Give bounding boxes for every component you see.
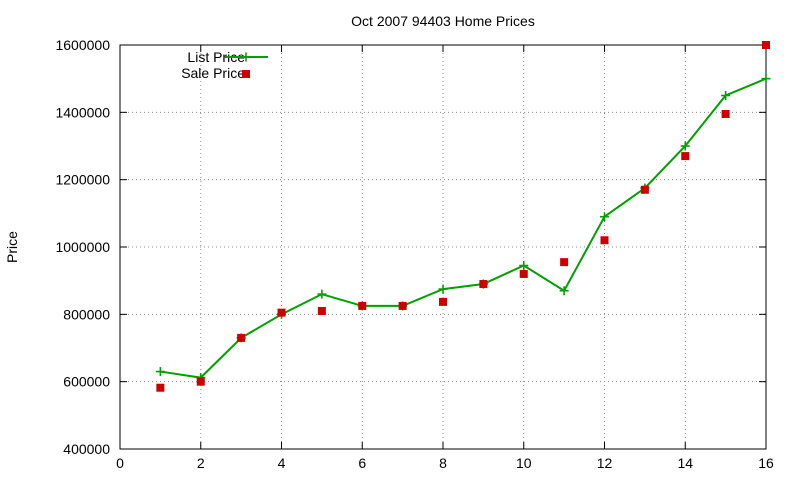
data-point	[721, 110, 730, 119]
x-tick-label: 4	[278, 455, 286, 471]
y-tick-label: 1000000	[55, 239, 110, 255]
data-point	[317, 289, 327, 299]
data-point	[479, 280, 488, 289]
legend-marker	[241, 52, 251, 62]
data-point	[277, 308, 286, 317]
data-point	[681, 152, 690, 161]
data-point	[155, 367, 165, 377]
x-tick-label: 8	[439, 455, 447, 471]
data-point	[156, 383, 165, 392]
series-list-price	[155, 74, 771, 383]
data-point	[317, 306, 326, 315]
data-point	[680, 141, 690, 151]
data-point	[600, 236, 609, 245]
legend-marker	[242, 70, 250, 78]
data-point	[519, 269, 528, 278]
data-point	[761, 74, 771, 84]
data-point	[560, 258, 569, 267]
x-tick-label: 6	[358, 455, 366, 471]
y-tick-label: 600000	[63, 374, 110, 390]
x-tick-label: 10	[516, 455, 532, 471]
x-tick-label: 0	[116, 455, 124, 471]
data-point	[600, 212, 609, 222]
data-point	[358, 301, 367, 310]
y-tick-label: 1400000	[55, 104, 110, 120]
data-point	[196, 377, 205, 386]
data-point	[762, 41, 770, 49]
x-tick-label: 2	[197, 455, 205, 471]
data-point	[721, 91, 731, 100]
y-tick-label: 400000	[63, 441, 110, 457]
x-tick-label: 12	[597, 455, 613, 471]
y-tick-label: 1200000	[55, 172, 110, 188]
y-tick-label: 1600000	[55, 37, 110, 53]
series-layer	[155, 41, 771, 392]
y-axis-label: Price	[4, 231, 20, 263]
grid-lines	[120, 45, 766, 449]
legend-label: Sale Price	[181, 65, 245, 81]
data-point	[439, 297, 447, 306]
data-point	[438, 284, 448, 294]
data-point	[519, 261, 529, 271]
axis-ticks: 0 2 4 6 8 10 12 14 16 400000 600000 800000 1000000 12…	[55, 37, 774, 471]
data-point	[640, 185, 649, 194]
x-tick-label: 14	[677, 455, 693, 471]
series-line	[160, 77, 767, 379]
y-tick-label: 800000	[63, 306, 110, 322]
data-point	[559, 286, 569, 296]
series-sale-price	[156, 41, 770, 392]
chart-title: Oct 2007 94403 Home Prices	[351, 13, 535, 29]
legend-label: List Price	[187, 49, 245, 65]
x-tick-label: 16	[758, 455, 774, 471]
data-point	[398, 301, 407, 310]
data-point	[237, 333, 246, 342]
